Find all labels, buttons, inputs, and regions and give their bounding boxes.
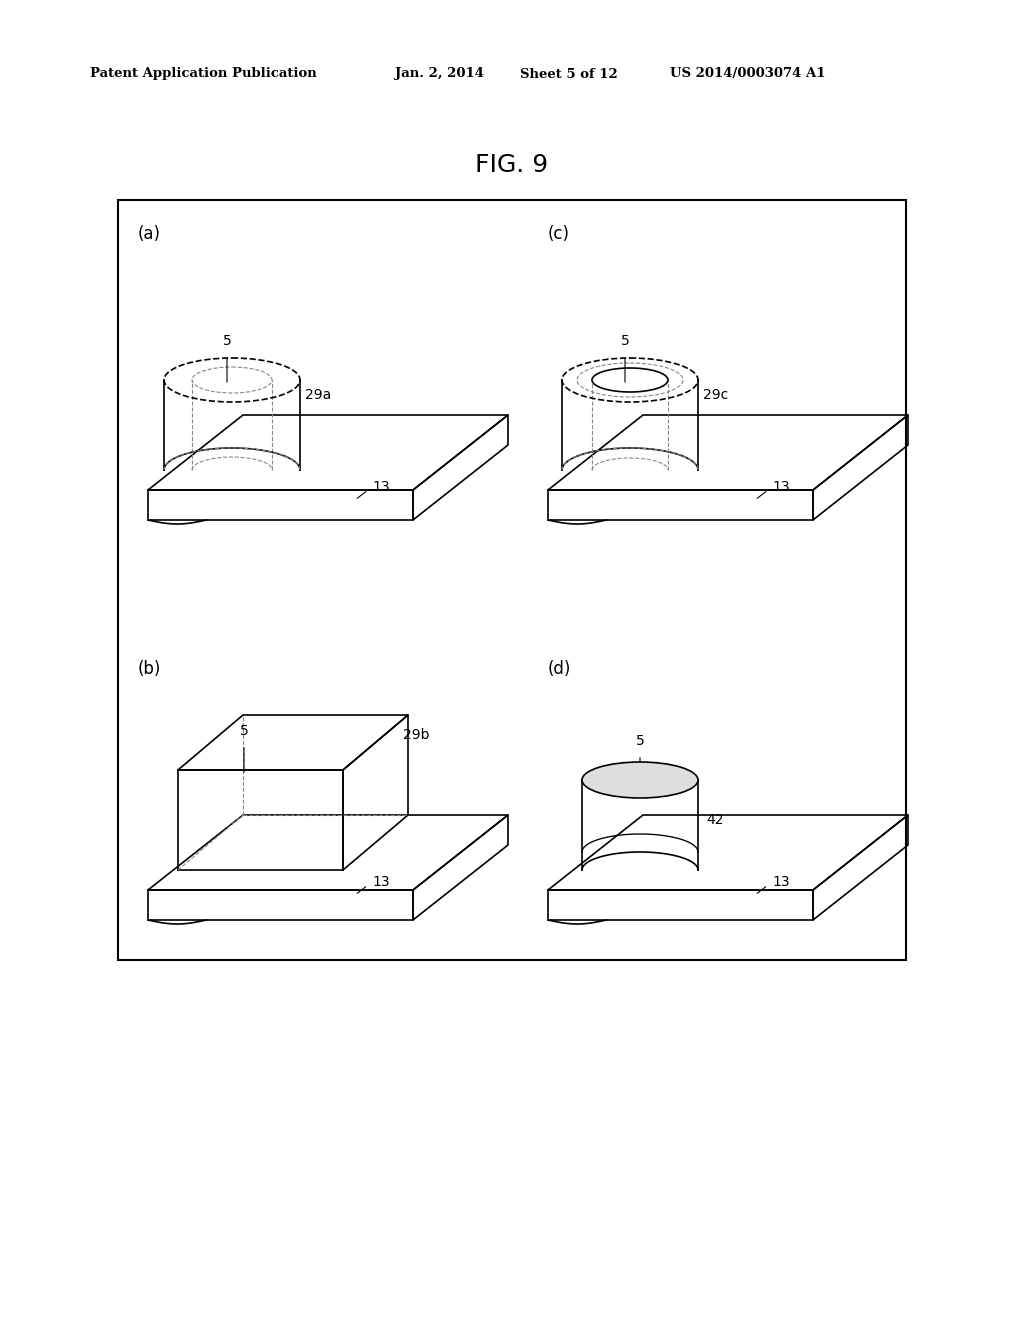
Text: (a): (a): [138, 224, 161, 243]
Ellipse shape: [582, 762, 698, 799]
Text: FIG. 9: FIG. 9: [475, 153, 549, 177]
Text: 5: 5: [636, 734, 644, 748]
Text: 5: 5: [240, 723, 249, 738]
Text: 5: 5: [621, 334, 630, 348]
Text: 29a: 29a: [305, 388, 331, 403]
Text: (d): (d): [548, 660, 571, 678]
Text: (b): (b): [138, 660, 162, 678]
Text: 13: 13: [772, 875, 790, 888]
Text: 13: 13: [372, 875, 389, 888]
Text: 13: 13: [772, 480, 790, 494]
Text: 29b: 29b: [403, 729, 429, 742]
Text: 42: 42: [706, 813, 724, 828]
Text: Patent Application Publication: Patent Application Publication: [90, 67, 316, 81]
Text: Jan. 2, 2014: Jan. 2, 2014: [395, 67, 484, 81]
Text: US 2014/0003074 A1: US 2014/0003074 A1: [670, 67, 825, 81]
Text: 29c: 29c: [703, 388, 728, 403]
Text: 13: 13: [372, 480, 389, 494]
Text: Sheet 5 of 12: Sheet 5 of 12: [520, 67, 617, 81]
Text: (c): (c): [548, 224, 570, 243]
Bar: [118, 201, 906, 960]
Text: 5: 5: [222, 334, 231, 348]
